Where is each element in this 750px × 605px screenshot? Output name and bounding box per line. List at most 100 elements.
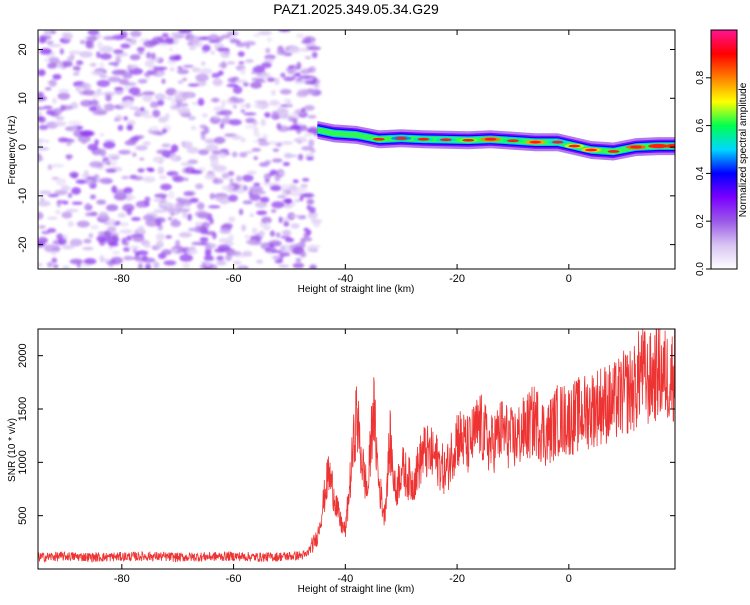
noise-blob <box>308 66 316 73</box>
noise-blob <box>189 197 199 203</box>
noise-blob <box>176 208 191 213</box>
noise-blob <box>90 70 105 76</box>
noise-blob <box>88 233 94 239</box>
noise-blob <box>199 68 213 75</box>
noise-blob <box>169 67 175 72</box>
noise-blob <box>283 98 290 103</box>
noise-blob <box>297 136 307 142</box>
noise-blob <box>204 173 217 180</box>
noise-blob <box>182 210 188 219</box>
y-tick-label: 1000 <box>17 450 29 474</box>
noise-blob <box>168 55 181 62</box>
noise-blob <box>38 91 44 97</box>
noise-blob <box>240 68 246 75</box>
noise-blob <box>153 261 160 269</box>
noise-blob <box>142 94 153 102</box>
snr-x-label: Height of straight line (km) <box>298 584 415 595</box>
snr-panel: -80 -60 -40 -20 0 500 1000 1500 2000 Height of … <box>7 328 676 595</box>
noise-blob <box>249 212 255 218</box>
noise-blob <box>47 62 57 69</box>
noise-blob <box>142 214 155 221</box>
noise-blob <box>115 69 128 74</box>
noise-blob <box>168 47 173 52</box>
noise-blob <box>47 193 59 198</box>
noise-blob <box>187 115 196 121</box>
noise-blob <box>44 86 52 91</box>
noise-blob <box>168 217 173 221</box>
noise-blob <box>177 103 189 107</box>
signal-core <box>629 145 642 149</box>
noise-blob <box>67 139 76 143</box>
noise-blob <box>280 104 293 108</box>
noise-blob <box>71 201 83 205</box>
noise-blob <box>278 30 291 33</box>
noise-blob <box>102 35 117 41</box>
noise-blob <box>226 61 236 65</box>
noise-blob <box>167 190 175 199</box>
noise-blob <box>38 106 46 111</box>
noise-blob <box>270 185 282 192</box>
noise-blob <box>88 106 98 112</box>
noise-blob <box>105 94 112 102</box>
noise-blob <box>242 200 253 205</box>
noise-blob <box>296 61 302 70</box>
noise-blob <box>122 203 135 212</box>
noise-blob <box>240 109 246 113</box>
noise-blob <box>69 171 79 178</box>
noise-blob <box>302 177 310 182</box>
x-tick-label: -60 <box>226 573 242 585</box>
noise-blob <box>226 31 239 36</box>
noise-blob <box>55 209 61 215</box>
noise-blob <box>182 262 190 269</box>
noise-blob <box>99 177 113 185</box>
noise-blob <box>243 112 257 116</box>
signal-core <box>607 150 620 153</box>
noise-blob <box>304 55 312 60</box>
snr-series-line <box>38 329 675 563</box>
noise-blob <box>265 47 271 54</box>
noise-blob <box>54 189 68 196</box>
noise-blob <box>268 101 281 107</box>
spectrogram-frame <box>37 29 676 270</box>
noise-blob <box>99 75 108 79</box>
noise-blob <box>194 221 203 227</box>
noise-blob <box>53 121 67 127</box>
noise-blob <box>191 125 197 131</box>
noise-blob <box>205 261 211 268</box>
noise-blob <box>156 72 166 76</box>
noise-blob <box>255 79 266 83</box>
noise-blob <box>142 176 156 183</box>
spectrogram-noise-layer <box>38 30 323 269</box>
noise-blob <box>228 119 242 126</box>
noise-blob <box>294 72 301 77</box>
noise-blob <box>155 233 165 241</box>
noise-blob <box>313 84 320 89</box>
noise-blob <box>253 126 259 135</box>
noise-blob <box>281 187 286 196</box>
x-tick-label: -20 <box>449 273 465 285</box>
noise-blob <box>312 221 321 228</box>
noise-blob <box>50 163 65 168</box>
noise-blob <box>295 257 302 263</box>
noise-blob <box>124 85 129 91</box>
noise-blob <box>216 260 227 266</box>
noise-blob <box>85 212 93 217</box>
noise-blob <box>142 114 154 119</box>
noise-blob <box>219 228 231 235</box>
noise-blob <box>233 97 245 104</box>
noise-blob <box>271 158 283 163</box>
noise-blob <box>84 169 89 176</box>
noise-blob <box>282 230 291 237</box>
noise-blob <box>278 216 283 224</box>
noise-blob <box>130 30 142 38</box>
colorbar-tick-label: 0.0 <box>695 262 706 276</box>
noise-blob <box>242 82 249 87</box>
noise-blob <box>151 52 156 60</box>
noise-blob <box>284 198 293 205</box>
noise-blob <box>42 105 53 110</box>
noise-blob <box>253 33 261 38</box>
noise-blob <box>276 107 285 114</box>
noise-blob <box>99 61 105 70</box>
noise-blob <box>79 130 93 137</box>
